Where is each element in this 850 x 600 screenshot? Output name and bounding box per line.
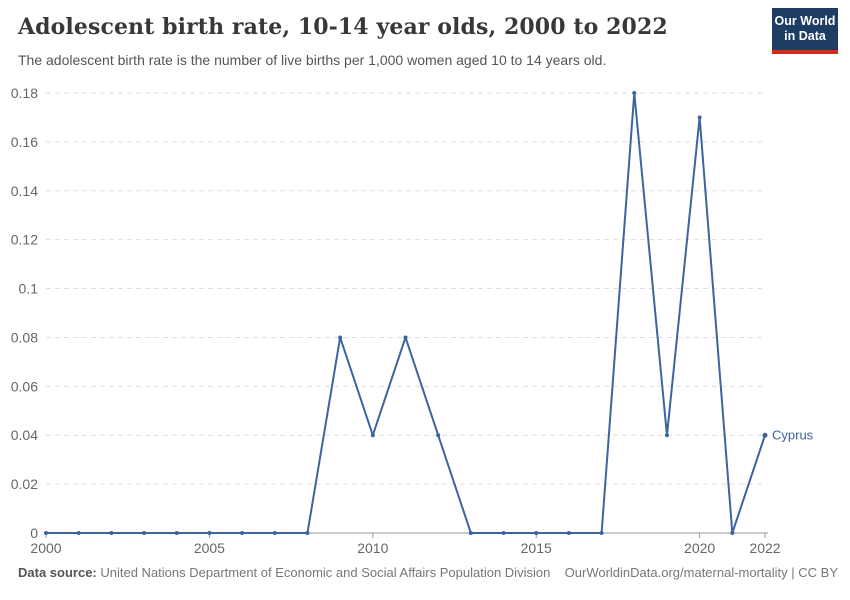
owid-logo-line2: in Data — [784, 29, 826, 43]
data-point[interactable] — [664, 433, 669, 438]
data-point[interactable] — [762, 432, 768, 438]
data-source: Data source: United Nations Department o… — [18, 565, 550, 580]
y-tick-label: 0.18 — [11, 85, 38, 101]
data-source-label: Data source: — [18, 565, 97, 580]
data-point[interactable] — [730, 531, 735, 535]
x-tick-label: 2000 — [30, 540, 61, 556]
data-point[interactable] — [370, 433, 375, 438]
data-point[interactable] — [697, 115, 702, 120]
data-point[interactable] — [632, 91, 637, 95]
data-point[interactable] — [240, 531, 245, 535]
page-title: Adolescent birth rate, 10-14 year olds, … — [18, 14, 668, 40]
data-point[interactable] — [142, 531, 147, 535]
data-point[interactable] — [468, 531, 473, 535]
y-tick-label: 0.06 — [11, 378, 38, 394]
x-tick-label: 2022 — [749, 540, 780, 556]
trend-line[interactable] — [45, 92, 766, 534]
y-tick-label: 0.14 — [11, 183, 38, 199]
x-tick-label: 2010 — [357, 540, 388, 556]
data-point[interactable] — [207, 531, 212, 535]
y-tick-label: 0.16 — [11, 134, 38, 150]
y-tick-label: 0.04 — [11, 427, 38, 443]
entity-label[interactable]: Cyprus — [772, 428, 814, 443]
y-tick-label: 0 — [30, 525, 38, 541]
chart-subtitle: The adolescent birth rate is the number … — [18, 52, 607, 68]
x-tick-label: 2015 — [521, 540, 552, 556]
y-tick-label: 0.02 — [11, 476, 38, 492]
y-tick-label: 0.12 — [11, 232, 38, 248]
line-chart[interactable]: 0 0.02 0.04 0.06 0.08 0.1 0.12 0.14 0.16 0.18 2000… — [0, 0, 850, 560]
data-point[interactable] — [272, 531, 277, 535]
data-point[interactable] — [436, 433, 441, 438]
data-point[interactable] — [109, 531, 114, 535]
data-point[interactable] — [403, 335, 408, 340]
data-point[interactable] — [174, 531, 179, 535]
y-tick-label: 0.1 — [19, 281, 39, 297]
y-tick-label: 0.08 — [11, 329, 38, 345]
data-source-text: United Nations Department of Economic an… — [96, 565, 551, 580]
data-point[interactable] — [566, 531, 571, 535]
owid-link[interactable]: OurWorldinData.org/maternal-mortality | … — [564, 565, 838, 580]
x-tick-label: 2005 — [194, 540, 225, 556]
data-point[interactable] — [305, 531, 310, 535]
data-point[interactable] — [76, 531, 81, 535]
x-tick-label: 2020 — [684, 540, 715, 556]
chart-footer: Data source: United Nations Department o… — [18, 565, 838, 580]
owid-logo[interactable]: Our World in Data — [772, 8, 838, 54]
data-point[interactable] — [534, 531, 539, 535]
data-point[interactable] — [599, 531, 604, 535]
data-point[interactable] — [338, 335, 343, 340]
data-point[interactable] — [501, 531, 506, 535]
owid-logo-line1: Our World — [774, 14, 836, 28]
data-point[interactable] — [44, 531, 48, 535]
